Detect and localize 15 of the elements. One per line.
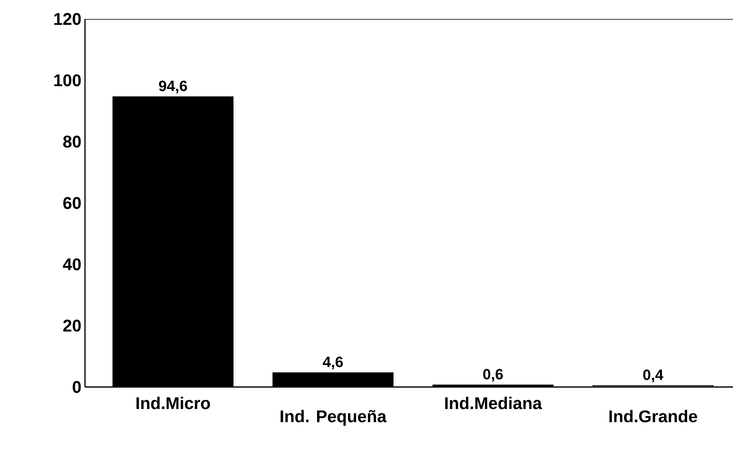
x-tick-label: Ind.Micro — [136, 396, 210, 410]
x-tick-label: Ind.Mediana — [445, 396, 542, 410]
x-tick-label: Ind. Pequeña — [280, 410, 387, 426]
y-tick-label: 40 — [62, 258, 81, 270]
y-tick-label: 80 — [63, 136, 81, 148]
y-tick-label: 20 — [63, 320, 81, 332]
y-tick-label: 100 — [54, 74, 81, 86]
x-tick-label: Ind.Grande — [609, 410, 698, 422]
data-label: 4,6 — [322, 356, 343, 370]
y-tick-label: 60 — [63, 197, 81, 209]
data-label: 94,6 — [158, 80, 187, 94]
data-label: 0,4 — [643, 370, 664, 382]
y-tick-label: 120 — [54, 13, 81, 25]
y-tick-label: 0 — [72, 381, 81, 393]
data-label: 0,6 — [483, 368, 503, 382]
